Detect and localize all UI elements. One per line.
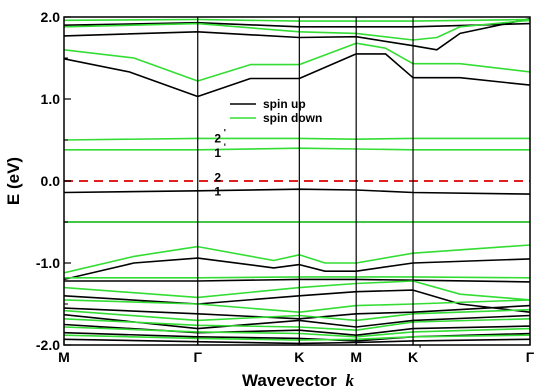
band-spin-down-13 (64, 42, 530, 82)
y-tick-label-0: 2.0 (41, 9, 61, 25)
band-spin-up-0 (64, 53, 530, 98)
x-axis-title-k: k (346, 371, 355, 390)
band-annotation-2: 2 (214, 171, 221, 185)
legend-label-spin-up: spin up (263, 97, 306, 111)
band-spin-down-23 (64, 308, 530, 322)
band-spin-down-21 (64, 280, 530, 301)
band-annotations: 2'1'21 (214, 127, 225, 198)
band-spin-up-1 (64, 17, 530, 51)
band-spin-up-9 (64, 313, 530, 330)
band-annotation-prime-0: ' (224, 127, 226, 137)
band-spin-down-19 (64, 244, 530, 274)
y-axis: 2.0 1.0 0.0 -1.0 -2.0 (36, 9, 71, 353)
y-tick-label-3: -1.0 (36, 255, 60, 271)
band-spin-down-14 (64, 19, 530, 41)
x-axis-title: Wavevector k (242, 371, 355, 390)
x-tick-label-2: K (294, 349, 304, 365)
x-tick-label-3: M (350, 349, 362, 365)
y-tick-label-4: -2.0 (36, 337, 60, 353)
y-axis-title: E (eV) (4, 157, 23, 205)
band-spin-down-26 (64, 334, 530, 341)
band-spin-down-16 (64, 137, 530, 141)
band-spin-up-3 (64, 188, 530, 195)
x-axis: M Γ K M K ' Γ (58, 339, 535, 365)
x-tick-label-4: K (408, 349, 418, 365)
band-spin-up-12 (64, 338, 530, 345)
band-spin-down-15 (64, 18, 530, 22)
band-annotation-1: 1 (214, 146, 221, 160)
band-spin-down-24 (64, 318, 530, 332)
kpoint-gridlines (197, 17, 414, 345)
legend: spin up spin down (230, 97, 322, 125)
band-lines (64, 17, 530, 345)
band-spin-up-2 (64, 21, 530, 28)
y-tick-label-1: 1.0 (41, 91, 61, 107)
band-spin-down-20 (64, 276, 530, 279)
y-tick-label-2: 0.0 (41, 173, 61, 189)
band-spin-down-22 (64, 299, 530, 314)
x-tick-prime-4: ' (419, 344, 421, 354)
x-tick-label-1: Γ (194, 349, 203, 365)
band-annotation-prime-1: ' (224, 142, 226, 152)
band-spin-up-8 (64, 304, 530, 320)
band-spin-down-17 (64, 147, 530, 151)
x-axis-title-text: Wavevector (242, 371, 337, 390)
band-spin-down-25 (64, 326, 530, 338)
x-tick-label-0: M (58, 349, 70, 365)
band-annotation-3: 1 (214, 185, 221, 199)
band-annotation-0: 2 (214, 131, 221, 145)
x-tick-label-5: Γ (526, 349, 535, 365)
band-spin-up-6 (64, 278, 530, 283)
legend-label-spin-down: spin down (263, 111, 322, 125)
